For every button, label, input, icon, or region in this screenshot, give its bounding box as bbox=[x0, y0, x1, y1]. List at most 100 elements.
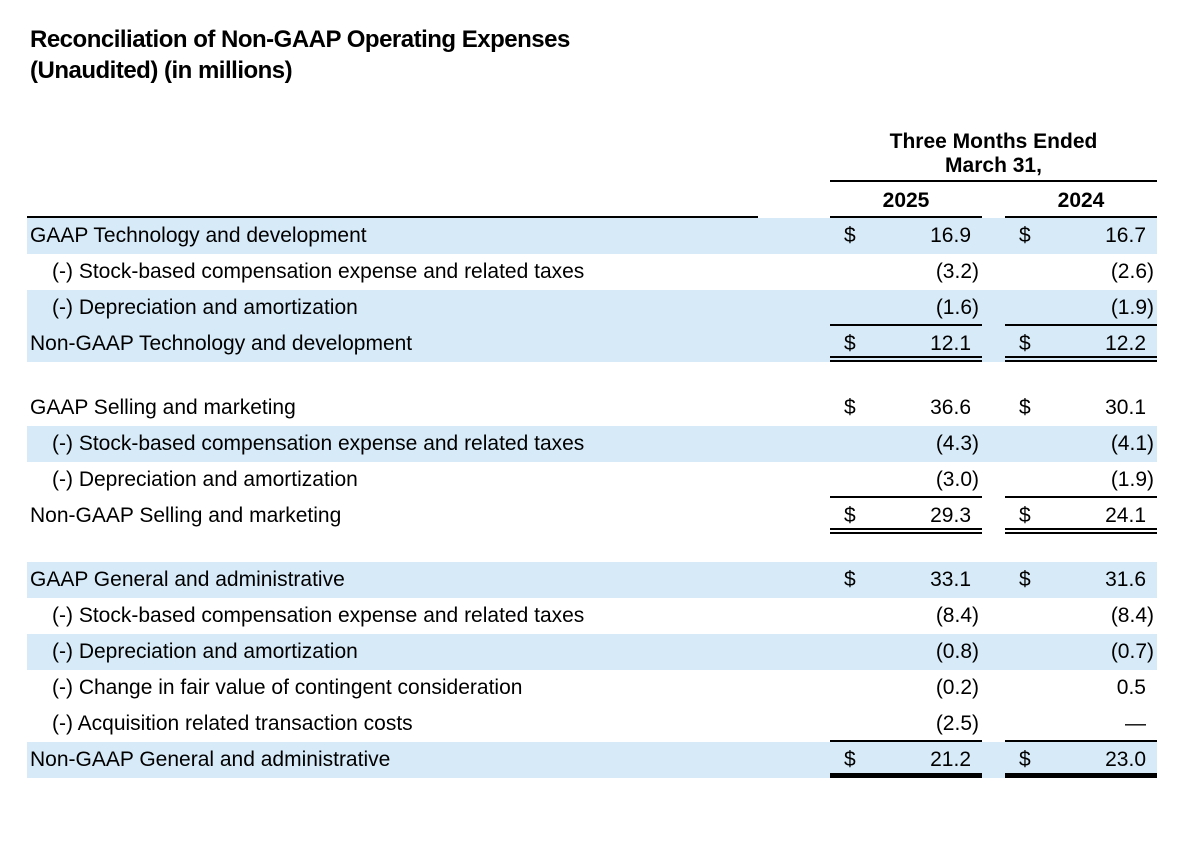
document-title: Reconciliation of Non-GAAP Operating Exp… bbox=[30, 24, 1196, 86]
value-2024-amount: (0.7) bbox=[1110, 640, 1154, 663]
dollar-sign: $ bbox=[844, 748, 856, 771]
value-2024-amount: — bbox=[1125, 712, 1146, 735]
table-row: GAAP General and administrative $ 33.1 $… bbox=[27, 562, 1157, 598]
column-gap bbox=[982, 462, 1005, 498]
year-column-2024: 2024 bbox=[1005, 186, 1157, 218]
dollar-sign: $ bbox=[1019, 568, 1031, 591]
column-gap bbox=[982, 186, 1005, 218]
dollar-sign: $ bbox=[1019, 748, 1031, 771]
table-section-technology-and-development: GAAP Technology and development $ 16.9 $… bbox=[27, 218, 1157, 362]
value-2024: (2.6) bbox=[1005, 254, 1157, 290]
value-2025: $ 21.2 bbox=[830, 742, 982, 778]
value-2024: (0.7) bbox=[1005, 634, 1157, 670]
table-row: (-) Depreciation and amortization (0.8) … bbox=[27, 634, 1157, 670]
period-header: Three Months Ended March 31, bbox=[830, 130, 1157, 182]
value-2024-amount: 31.6 bbox=[1105, 568, 1146, 591]
value-2025-amount: (0.8) bbox=[935, 640, 979, 663]
table-row: Non-GAAP General and administrative $ 21… bbox=[27, 742, 1157, 778]
row-label: GAAP Technology and development bbox=[30, 224, 367, 247]
value-2025-amount: (3.2) bbox=[935, 260, 979, 283]
column-gap bbox=[982, 290, 1005, 326]
column-gap bbox=[982, 670, 1005, 706]
row-label: (-) Depreciation and amortization bbox=[52, 468, 358, 491]
row-label: Non-GAAP Selling and marketing bbox=[30, 504, 342, 527]
value-2025: (3.0) bbox=[830, 462, 982, 498]
header-spacer bbox=[758, 186, 830, 218]
value-2024-amount: (2.6) bbox=[1110, 260, 1154, 283]
row-label: GAAP Selling and marketing bbox=[30, 396, 296, 419]
row-label: Non-GAAP General and administrative bbox=[30, 748, 391, 771]
dollar-sign: $ bbox=[844, 396, 856, 419]
period-line1: Three Months Ended bbox=[889, 130, 1098, 153]
value-2024: (4.1) bbox=[1005, 426, 1157, 462]
row-label: (-) Depreciation and amortization bbox=[52, 296, 358, 319]
value-2025: $ 29.3 bbox=[830, 498, 982, 534]
value-2025-amount: 36.6 bbox=[930, 396, 971, 419]
table-row: (-) Depreciation and amortization (1.6) … bbox=[27, 290, 1157, 326]
table-row: GAAP Technology and development $ 16.9 $… bbox=[27, 218, 1157, 254]
value-2025: $ 36.6 bbox=[830, 390, 982, 426]
value-2025: (8.4) bbox=[830, 598, 982, 634]
table-row: Non-GAAP Technology and development $ 12… bbox=[27, 326, 1157, 362]
value-2024-amount: (1.9) bbox=[1110, 296, 1154, 319]
column-gap bbox=[982, 254, 1005, 290]
value-2024: $ 31.6 bbox=[1005, 562, 1157, 598]
title-line1: Reconciliation of Non-GAAP Operating Exp… bbox=[30, 26, 570, 53]
value-2024: $ 23.0 bbox=[1005, 742, 1157, 778]
column-gap bbox=[982, 634, 1005, 670]
value-2025-amount: (4.3) bbox=[935, 432, 979, 455]
value-2024-amount: 30.1 bbox=[1105, 396, 1146, 419]
value-2025: $ 12.1 bbox=[830, 326, 982, 362]
value-2024: $ 30.1 bbox=[1005, 390, 1157, 426]
value-2025-amount: (3.0) bbox=[935, 468, 979, 491]
value-2025: (3.2) bbox=[830, 254, 982, 290]
table-row: Non-GAAP Selling and marketing $ 29.3 $ … bbox=[27, 498, 1157, 534]
value-2024: (1.9) bbox=[1005, 290, 1157, 326]
row-label: (-) Change in fair value of contingent c… bbox=[52, 676, 523, 699]
value-2024-amount: (8.4) bbox=[1110, 604, 1154, 627]
year-column-2025: 2025 bbox=[830, 186, 982, 218]
dollar-sign: $ bbox=[1019, 396, 1031, 419]
row-label: Non-GAAP Technology and development bbox=[30, 332, 413, 355]
dollar-sign: $ bbox=[1019, 224, 1031, 247]
reconciliation-table: Three Months Ended March 31, 2025 2024 G… bbox=[27, 130, 1157, 778]
dollar-sign: $ bbox=[1019, 504, 1031, 527]
table-row: (-) Depreciation and amortization (3.0) … bbox=[27, 462, 1157, 498]
row-label: (-) Stock-based compensation expense and… bbox=[52, 432, 585, 455]
table-header-years: 2025 2024 bbox=[27, 186, 1157, 218]
value-2024: 0.5 bbox=[1005, 670, 1157, 706]
value-2025-amount: (2.5) bbox=[935, 712, 979, 735]
table-section-general-and-administrative: GAAP General and administrative $ 33.1 $… bbox=[27, 562, 1157, 778]
value-2025-amount: 12.1 bbox=[930, 332, 971, 355]
value-2025-amount: 21.2 bbox=[930, 748, 971, 771]
table-row: (-) Acquisition related transaction cost… bbox=[27, 706, 1157, 742]
header-spacer bbox=[27, 130, 830, 182]
row-label: (-) Depreciation and amortization bbox=[52, 640, 358, 663]
value-2024-amount: 24.1 bbox=[1105, 504, 1146, 527]
column-gap bbox=[982, 326, 1005, 362]
value-2025: (1.6) bbox=[830, 290, 982, 326]
value-2025: (0.2) bbox=[830, 670, 982, 706]
value-2024-amount: 16.7 bbox=[1105, 224, 1146, 247]
value-2024: (8.4) bbox=[1005, 598, 1157, 634]
table-row: (-) Stock-based compensation expense and… bbox=[27, 598, 1157, 634]
value-2024-amount: 23.0 bbox=[1105, 748, 1146, 771]
value-2025: (4.3) bbox=[830, 426, 982, 462]
row-label: GAAP General and administrative bbox=[30, 568, 345, 591]
column-gap bbox=[982, 390, 1005, 426]
dollar-sign: $ bbox=[844, 224, 856, 247]
table-body: GAAP Technology and development $ 16.9 $… bbox=[27, 218, 1157, 778]
value-2024-amount: 12.2 bbox=[1105, 332, 1146, 355]
value-2025: (2.5) bbox=[830, 706, 982, 742]
value-2025-amount: 29.3 bbox=[930, 504, 971, 527]
column-gap bbox=[982, 598, 1005, 634]
table-section-selling-and-marketing: GAAP Selling and marketing $ 36.6 $ 30.1… bbox=[27, 390, 1157, 534]
value-2024: — bbox=[1005, 706, 1157, 742]
value-2025: $ 33.1 bbox=[830, 562, 982, 598]
table-row: (-) Stock-based compensation expense and… bbox=[27, 426, 1157, 462]
value-2024: $ 16.7 bbox=[1005, 218, 1157, 254]
row-label: (-) Acquisition related transaction cost… bbox=[52, 712, 413, 735]
dollar-sign: $ bbox=[844, 504, 856, 527]
value-2024: $ 24.1 bbox=[1005, 498, 1157, 534]
column-gap bbox=[982, 742, 1005, 778]
